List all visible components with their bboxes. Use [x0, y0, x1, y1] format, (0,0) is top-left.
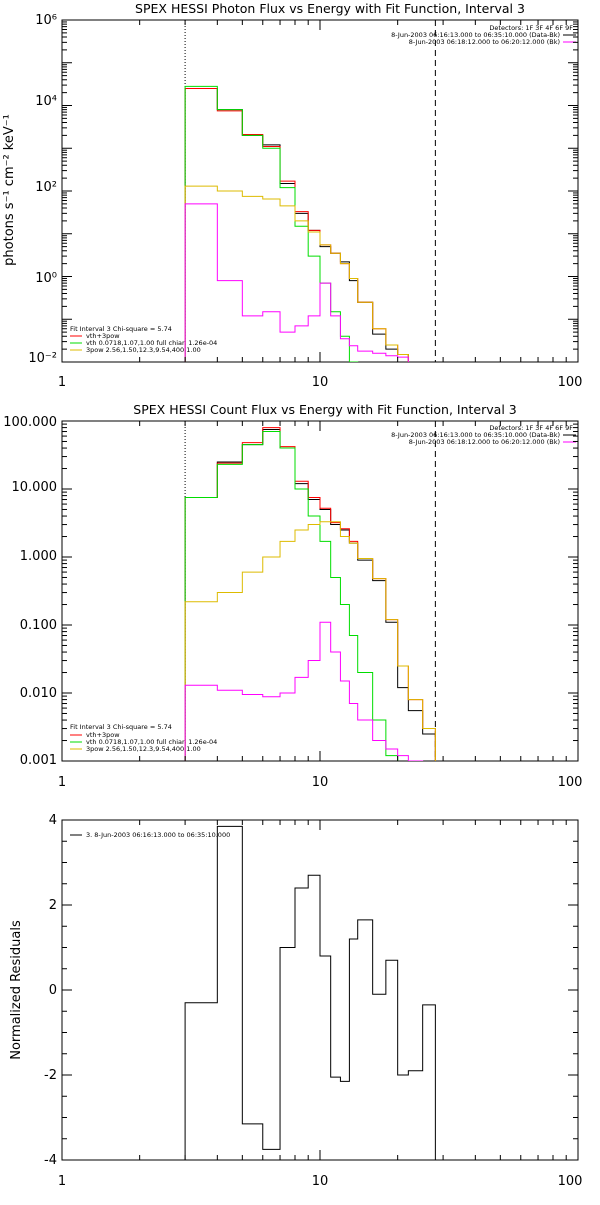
residuals-y-tick-2: 2	[49, 898, 57, 913]
count-y-tick-10.000: 10.000	[12, 480, 58, 495]
residuals-plot-area	[184, 825, 436, 1160]
photon-series-lines	[61, 20, 578, 363]
count-chart-title: SPEX HESSI Count Flux vs Energy with Fit…	[133, 402, 516, 417]
residuals-x-tick-1: 1	[58, 1174, 66, 1189]
photon-legend-vth: vth 0.0718,1.07,1.00 full chian 1.26e-04	[86, 339, 217, 347]
count-plot-area	[184, 421, 436, 761]
count-series-bk	[184, 621, 436, 761]
count-y-tick-1.000: 1.000	[20, 549, 57, 564]
residuals-y-axis-label: Normalized Residuals	[9, 920, 24, 1060]
photon-legend-bk: 8-Jun-2003 06:18:12.000 to 06:20:12.000 …	[409, 38, 560, 46]
count-plot-frame	[61, 420, 579, 762]
count-series-vth	[184, 431, 436, 761]
photon-series-data-bk	[184, 87, 409, 362]
count-legend-3pow: 3pow 2.56,1.50,12.3,9.54,400,1.00	[86, 745, 201, 753]
count-legend-bk: 8-Jun-2003 06:18:12.000 to 06:20:12.000 …	[409, 438, 560, 446]
photon-y-tick-1e0: 10⁰	[35, 271, 57, 286]
photon-y-tick-1e-2: 10⁻²	[28, 351, 57, 366]
residuals-x-tick-10: 10	[312, 1174, 329, 1189]
residuals-series-residual	[184, 825, 436, 1160]
photon-x-tick-100: 100	[558, 375, 583, 390]
count-series-vth-3pow	[184, 427, 436, 761]
count-x-tick-10: 10	[312, 775, 329, 790]
count-y-tick-0.001: 0.001	[20, 753, 57, 768]
photon-y-axis-label: photons s⁻¹ cm⁻² keV⁻¹	[2, 114, 17, 266]
photon-flux-panel: SPEX HESSI Photon Flux vs Energy with Fi…	[2, 1, 582, 390]
photon-legend-3pow: 3pow 2.56,1.50,12.3,9.54,400,1.00	[86, 346, 201, 354]
residuals-plot-frame	[61, 819, 579, 1161]
photon-chart-title: SPEX HESSI Photon Flux vs Energy with Fi…	[135, 1, 525, 16]
count-series-data-bk	[184, 429, 436, 761]
count-legend-bottom: Fit Interval 3 Chi-square = 5.74 vth+3po…	[70, 723, 217, 753]
count-series-lines	[61, 421, 578, 762]
count-legend-vth3pow: vth+3pow	[86, 731, 120, 739]
residuals-panel: Normalized Residuals 1 10 100 -4 -2 0 2 …	[9, 813, 582, 1189]
residuals-series-lines	[61, 819, 578, 1161]
photon-legend-detectors: Detectors: 1F 3F 4F 6F 9F	[489, 24, 573, 32]
count-legend-top: Detectors: 1F 3F 4F 6F 9F 8-Jun-2003 06:…	[391, 424, 576, 446]
photon-x-tick-10: 10	[312, 375, 329, 390]
photon-legend-fit-interval: Fit Interval 3 Chi-square = 5.74	[70, 325, 172, 333]
residuals-legend: 3. 8-Jun-2003 06:16:13.000 to 06:35:10.0…	[86, 831, 230, 839]
photon-y-tick-1e4: 10⁴	[35, 94, 57, 109]
count-flux-panel: SPEX HESSI Count Flux vs Energy with Fit…	[3, 402, 582, 790]
residuals-y-tick-4: 4	[49, 813, 57, 828]
photon-legend-bottom: Fit Interval 3 Chi-square = 5.74 vth+3po…	[70, 325, 217, 354]
residuals-y-tick-m2: -2	[44, 1068, 57, 1083]
photon-x-tick-1: 1	[58, 375, 66, 390]
photon-legend-vth3pow: vth+3pow	[86, 332, 120, 340]
photon-legend-data-bk: 8-Jun-2003 06:16:13.000 to 06:35:10.000 …	[391, 31, 560, 39]
residuals-y-tick-0: 0	[49, 983, 57, 998]
count-series-3pow	[184, 521, 436, 761]
count-legend-fit-interval: Fit Interval 3 Chi-square = 5.74	[70, 723, 172, 731]
count-legend-data-bk: 8-Jun-2003 06:16:13.000 to 06:35:10.000 …	[391, 431, 560, 439]
count-legend-vth: vth 0.0718,1.07,1.00 full chian 1.26e-04	[86, 738, 217, 746]
count-x-tick-100: 100	[558, 775, 583, 790]
count-x-tick-1: 1	[58, 775, 66, 790]
photon-series-vth	[184, 85, 409, 362]
photon-plot-area	[184, 20, 436, 362]
photon-y-tick-1e2: 10²	[35, 180, 57, 195]
photon-series-vth-3pow	[184, 87, 409, 362]
photon-series-bk	[184, 203, 409, 362]
count-y-tick-100.000: 100.000	[3, 415, 57, 430]
count-legend-detectors: Detectors: 1F 3F 4F 6F 9F	[489, 424, 573, 432]
photon-legend-top: Detectors: 1F 3F 4F 6F 9F 8-Jun-2003 06:…	[391, 24, 576, 46]
residuals-x-tick-100: 100	[558, 1174, 583, 1189]
residuals-y-tick-m4: -4	[44, 1153, 57, 1168]
count-y-tick-0.100: 0.100	[20, 618, 57, 633]
count-y-tick-0.010: 0.010	[20, 686, 57, 701]
photon-series-3pow	[184, 185, 409, 362]
photon-y-tick-1e6: 10⁶	[35, 13, 57, 28]
